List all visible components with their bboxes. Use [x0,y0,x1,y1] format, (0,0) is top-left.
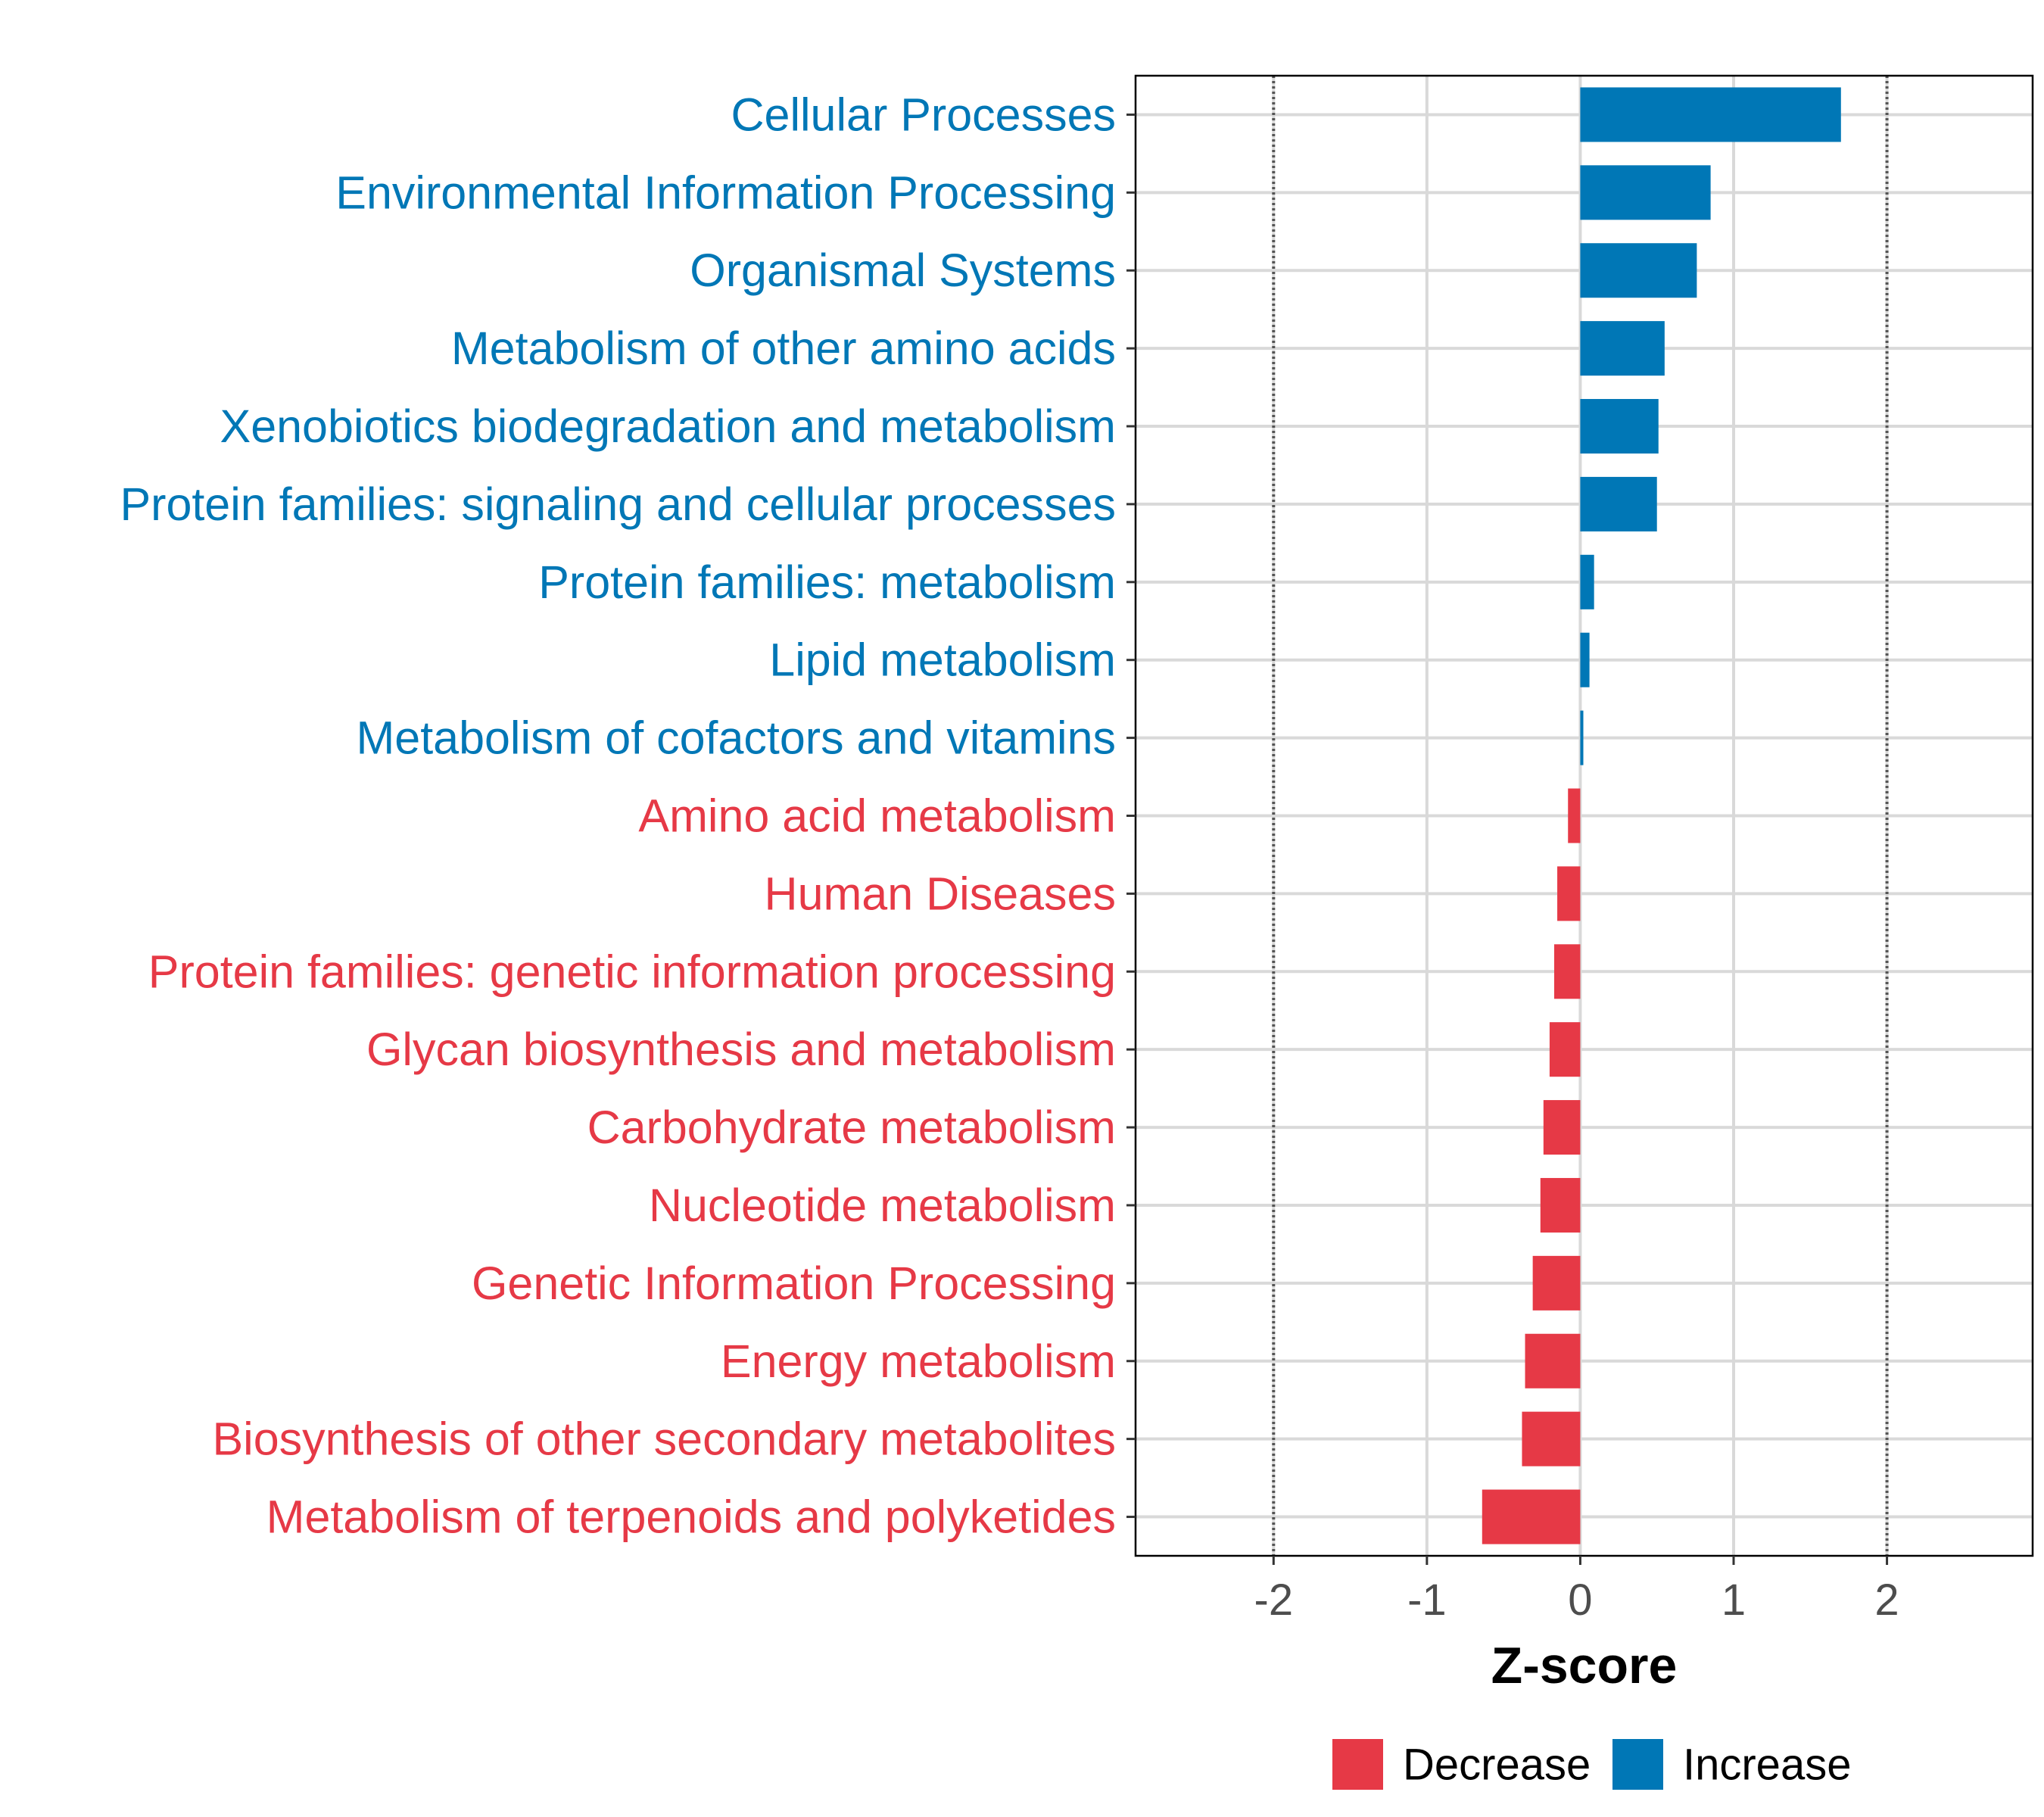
y-tick-label: Genetic Information Processing [472,1258,1116,1309]
bar-metabolism-of-terpenoids-and-polyketides [1482,1489,1581,1544]
bar-metabolism-of-cofactors-and-vitamins [1580,710,1584,765]
x-axis-ticks: -2 -1 0 1 2 [1254,1556,1899,1625]
y-tick-label: Protein families: signaling and cellular… [120,478,1116,530]
y-tick-label: Energy metabolism [721,1335,1116,1387]
y-axis-ticks [1126,113,1136,1519]
bar-lipid-metabolism [1580,632,1590,687]
bar-environmental-information-processing [1580,165,1711,220]
bar-organismal-systems [1580,243,1697,298]
bar-xenobiotics-biodegradation-and-metabolism [1580,399,1659,454]
y-tick-label: Cellular Processes [731,89,1116,140]
y-tick-label: Amino acid metabolism [638,790,1116,842]
y-tick-label: Environmental Information Processing [335,167,1116,218]
bar-energy-metabolism [1525,1333,1581,1388]
y-tick-label: Carbohydrate metabolism [587,1102,1116,1153]
bar-protein-families-genetic-information-processing [1554,944,1581,999]
bar-metabolism-of-other-amino-acids [1580,321,1665,376]
y-tick-label: Metabolism of terpenoids and polyketides [266,1491,1116,1543]
y-tick-label: Human Diseases [765,868,1116,919]
bar-nucleotide-metabolism [1540,1177,1581,1233]
legend: Decrease Increase [1332,1739,1851,1790]
bar-biosynthesis-of-other-secondary-metabolites [1522,1411,1581,1466]
bar-carbohydrate-metabolism [1543,1100,1581,1155]
x-tick-label: 0 [1568,1575,1592,1625]
bar-amino-acid-metabolism [1568,788,1581,843]
y-tick-label: Organismal Systems [690,245,1116,296]
y-tick-label: Nucleotide metabolism [649,1180,1116,1231]
legend-label-decrease: Decrease [1403,1741,1591,1790]
bar-human-diseases [1557,866,1581,921]
x-axis-title: Z-score [1491,1637,1678,1694]
y-tick-label: Protein families: metabolism [538,556,1116,608]
x-tick-label: -2 [1254,1575,1294,1625]
y-axis-category-labels: Cellular Processes Environmental Informat… [120,89,1116,1542]
x-tick-label: 1 [1722,1575,1746,1625]
x-tick-label: 2 [1874,1575,1899,1625]
bar-cellular-processes [1580,87,1841,142]
bar-protein-families-metabolism [1580,554,1594,609]
y-tick-label: Lipid metabolism [769,634,1116,686]
bar-protein-families-signaling-and-cellular-processes [1580,476,1657,531]
legend-label-increase: Increase [1683,1741,1851,1790]
y-tick-label: Metabolism of cofactors and vitamins [356,712,1116,764]
x-tick-label: -1 [1407,1575,1447,1625]
legend-swatch-decrease [1332,1739,1383,1790]
bar-genetic-information-processing [1532,1255,1581,1311]
legend-swatch-increase [1612,1739,1663,1790]
bars [1482,87,1841,1544]
y-tick-label: Metabolism of other amino acids [451,323,1116,374]
y-tick-label: Xenobiotics biodegradation and metabolis… [220,400,1116,452]
y-tick-label: Biosynthesis of other secondary metaboli… [212,1413,1116,1465]
y-tick-label: Protein families: genetic information pr… [148,946,1116,997]
y-tick-label: Glycan biosynthesis and metabolism [366,1024,1116,1075]
bar-glycan-biosynthesis-and-metabolism [1549,1022,1581,1077]
